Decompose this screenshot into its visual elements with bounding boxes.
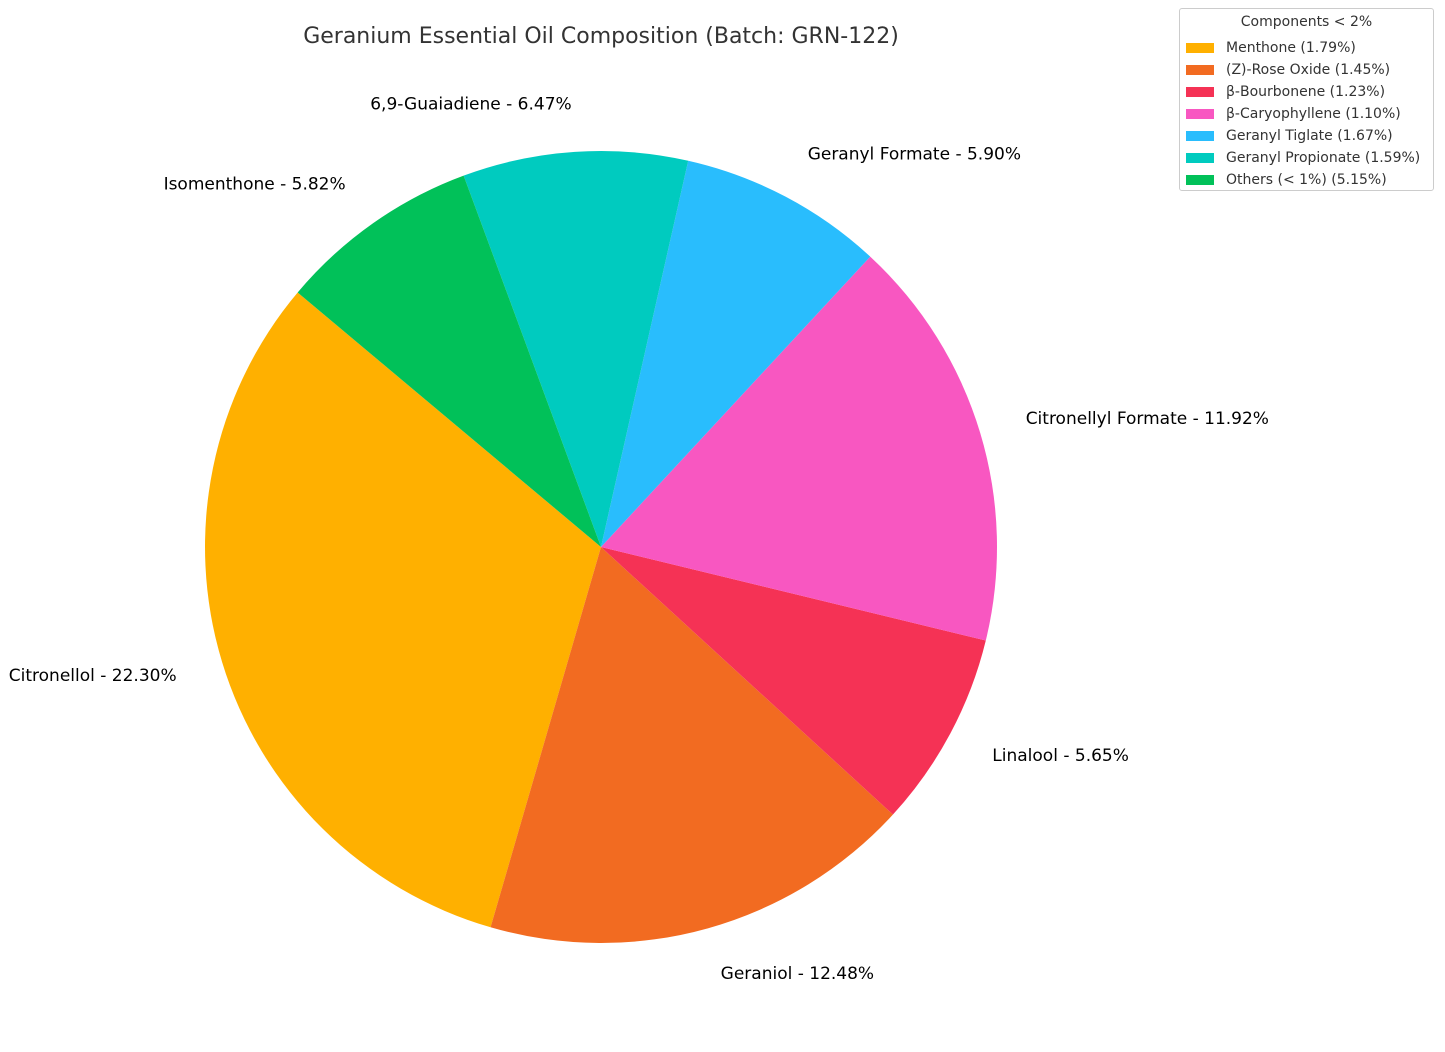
legend-label: Geranyl Tiglate (1.67%) [1226, 128, 1393, 144]
legend-title: Components < 2% [1240, 14, 1373, 30]
pie-slice-citronellol [205, 292, 601, 928]
slice-label: Geranyl Formate - 5.90% [808, 145, 1021, 165]
legend-swatch [1186, 87, 1214, 97]
pie-slices [205, 150, 997, 944]
slice-label: Linalool - 5.65% [992, 746, 1129, 766]
pie-slice-geranyl-formate [601, 160, 871, 547]
legend-label: Geranyl Propionate (1.59%) [1226, 150, 1421, 166]
legend-swatch [1186, 131, 1214, 141]
legend-swatch [1186, 175, 1214, 185]
legend-label: β-Caryophyllene (1.10%) [1226, 106, 1401, 122]
legend-label: Others (< 1%) (5.15%) [1226, 172, 1387, 188]
legend-list: Menthone (1.79%) (Z)-Rose Oxide (1.45%) β-… [1186, 37, 1420, 191]
legend-label: β-Bourbonene (1.23%) [1226, 84, 1386, 100]
pie-labels: Citronellol - 22.30% Geraniol - 12.48% Lin… [9, 94, 1269, 984]
legend-swatch [1186, 153, 1214, 163]
legend-item: (Z)-Rose Oxide (1.45%) [1186, 59, 1420, 81]
legend-item: Geranyl Tiglate (1.67%) [1186, 125, 1420, 147]
legend-item: Geranyl Propionate (1.59%) [1186, 147, 1420, 169]
slice-label: 6,9-Guaiadiene - 6.47% [370, 94, 571, 114]
legend-swatch [1186, 109, 1214, 119]
legend-item: β-Caryophyllene (1.10%) [1186, 103, 1420, 125]
legend-label: Menthone (1.79%) [1226, 40, 1356, 56]
slice-label: Citronellyl Formate - 11.92% [1026, 409, 1269, 429]
legend-item: Others (< 1%) (5.15%) [1186, 169, 1420, 191]
legend: Components < 2% Menthone (1.79%) (Z)-Rose… [1179, 8, 1434, 191]
slice-label: Geraniol - 12.48% [721, 964, 874, 984]
pie-slice-linalool [601, 547, 986, 815]
legend-label: (Z)-Rose Oxide (1.45%) [1226, 62, 1391, 78]
pie-slice-6-9-guaiadiene [463, 150, 689, 547]
legend-swatch [1186, 65, 1214, 75]
chart-title: Geranium Essential Oil Composition (Batc… [303, 24, 899, 49]
slice-label: Citronellol - 22.30% [9, 666, 177, 686]
legend-item: β-Bourbonene (1.23%) [1186, 81, 1420, 103]
pie-slice-isomenthone [297, 175, 601, 547]
legend-item: Menthone (1.79%) [1186, 37, 1420, 59]
legend-swatch [1186, 43, 1214, 53]
pie-slice-citronellyl-formate [601, 256, 997, 641]
pie-slice-geraniol [490, 547, 893, 944]
slice-label: Isomenthone - 5.82% [164, 174, 346, 194]
